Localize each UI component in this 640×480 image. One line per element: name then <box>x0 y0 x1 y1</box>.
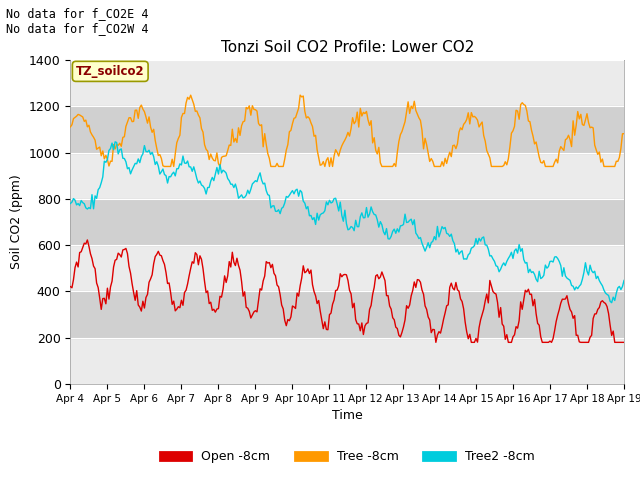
Tree -8cm <box>134 115 142 121</box>
Tree2 -8cm <box>67 201 74 206</box>
Tree -8cm <box>261 131 269 136</box>
Open -8cm <box>233 255 241 261</box>
Tree2 -8cm <box>620 277 628 283</box>
Tree -8cm <box>312 132 319 138</box>
Tree -8cm <box>252 107 259 113</box>
Tree -8cm <box>296 92 304 98</box>
Bar <box>70 291 624 338</box>
Text: No data for f_CO2W 4: No data for f_CO2W 4 <box>6 22 149 35</box>
Tree -8cm <box>620 131 628 137</box>
Line: Tree2 -8cm: Tree2 -8cm <box>70 142 624 303</box>
Open -8cm <box>136 304 143 310</box>
Open -8cm <box>252 308 259 313</box>
Tree2 -8cm <box>591 268 598 274</box>
Tree -8cm <box>67 124 74 130</box>
Tree2 -8cm <box>310 215 318 220</box>
Tree2 -8cm <box>252 178 259 184</box>
Open -8cm <box>67 284 74 289</box>
Line: Tree -8cm: Tree -8cm <box>70 95 624 167</box>
Tree2 -8cm <box>136 160 143 166</box>
Text: TZ_soilco2: TZ_soilco2 <box>76 65 145 78</box>
Y-axis label: Soil CO2 (ppm): Soil CO2 (ppm) <box>10 175 23 269</box>
Tree -8cm <box>593 147 600 153</box>
Bar <box>70 106 624 153</box>
Legend: Open -8cm, Tree -8cm, Tree2 -8cm: Open -8cm, Tree -8cm, Tree2 -8cm <box>155 445 540 468</box>
Tree2 -8cm <box>111 139 119 144</box>
Open -8cm <box>310 288 318 294</box>
Open -8cm <box>620 339 628 345</box>
Open -8cm <box>261 273 269 279</box>
Line: Open -8cm: Open -8cm <box>70 240 624 342</box>
Open -8cm <box>593 311 600 317</box>
Open -8cm <box>432 339 440 345</box>
X-axis label: Time: Time <box>332 409 363 422</box>
Tree2 -8cm <box>233 187 241 192</box>
Tree -8cm <box>233 140 241 145</box>
Open -8cm <box>84 237 92 243</box>
Tree2 -8cm <box>608 300 616 306</box>
Tree -8cm <box>161 164 168 169</box>
Text: No data for f_CO2E 4: No data for f_CO2E 4 <box>6 7 149 20</box>
Title: Tonzi Soil CO2 Profile: Lower CO2: Tonzi Soil CO2 Profile: Lower CO2 <box>221 40 474 55</box>
Tree2 -8cm <box>261 180 269 186</box>
Bar <box>70 199 624 245</box>
